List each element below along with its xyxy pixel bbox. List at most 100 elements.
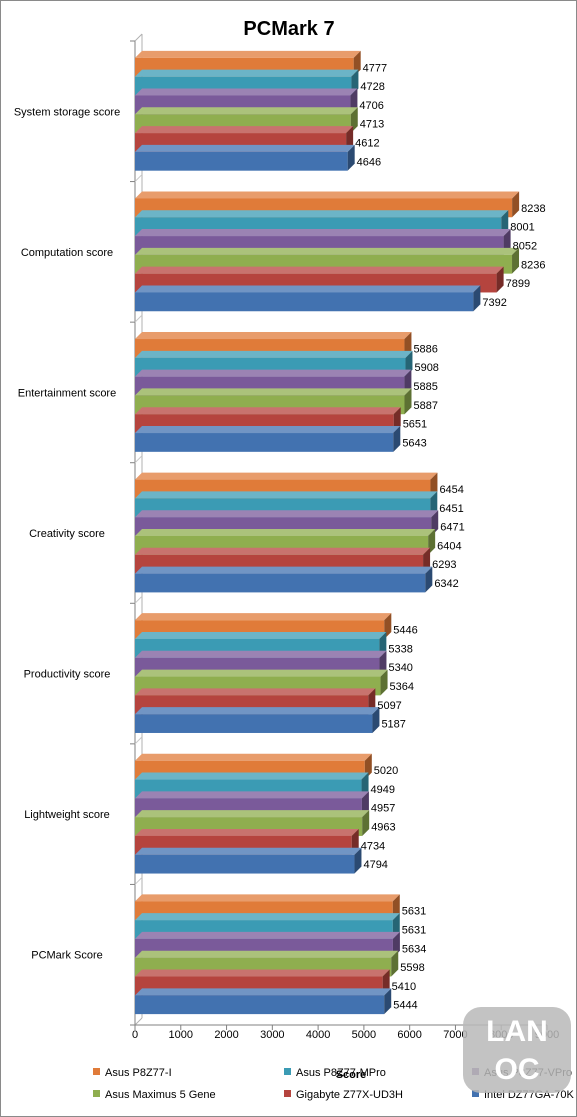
data-label: 4612 (355, 137, 379, 149)
bar-top-face (135, 913, 400, 921)
bar-top-face (135, 510, 439, 518)
data-label: 5444 (393, 1000, 417, 1012)
bar-top-face (135, 810, 370, 818)
floor-edge (134, 1017, 143, 1026)
data-label: 5340 (388, 662, 412, 674)
category-label: System storage score (14, 106, 120, 118)
data-label: 5643 (402, 437, 426, 449)
data-label: 6471 (440, 522, 464, 534)
bar-top-face (135, 791, 369, 799)
legend-label: Asus Maximus 5 Gene (105, 1089, 216, 1101)
bar-top-face (135, 426, 401, 434)
watermark-text-line-1: LAN (486, 1015, 548, 1048)
category-label: Computation score (21, 247, 113, 259)
bar-top-face (135, 969, 390, 977)
category-label: Lightweight score (24, 809, 110, 821)
data-label: 4949 (371, 784, 395, 796)
bar (135, 285, 481, 312)
category-divider (134, 455, 143, 464)
bar-top-face (135, 266, 504, 274)
legend-item: Asus P8Z77-MPro (284, 1067, 386, 1079)
data-label: 5651 (403, 419, 427, 431)
bar (135, 144, 355, 171)
data-label: 6293 (432, 559, 456, 571)
category-divider (134, 314, 143, 323)
bar (135, 988, 392, 1015)
x-tick-label: 1000 (169, 1029, 193, 1041)
data-label: 5631 (402, 925, 426, 937)
bar-top-face (135, 613, 392, 621)
bar-front-face (135, 573, 426, 593)
bar-front-face (135, 714, 373, 733)
bar-end-face (512, 247, 520, 274)
bar (135, 707, 380, 733)
data-label: 5097 (377, 700, 401, 712)
data-label: 5187 (381, 719, 405, 731)
data-label: 7392 (482, 297, 506, 309)
bar-top-face (135, 688, 376, 696)
bar-top-face (135, 126, 354, 134)
bar-top-face (135, 950, 399, 958)
data-label: 4777 (363, 62, 387, 74)
data-label: 5885 (413, 381, 437, 393)
bar-top-face (135, 707, 380, 715)
data-label: 5598 (400, 962, 424, 974)
legend-label: Asus P8Z77-I (105, 1067, 172, 1079)
category-label: PCMark Score (31, 950, 103, 962)
bar-top-face (135, 350, 413, 358)
data-label: 6342 (434, 578, 458, 590)
x-axis-title: Score (336, 1069, 367, 1081)
chart-title: PCMark 7 (243, 18, 334, 40)
data-label: 4713 (360, 119, 384, 131)
bar-top-face (135, 229, 511, 237)
data-label: 5886 (413, 343, 437, 355)
bar-top-face (135, 566, 433, 574)
legend-swatch (93, 1068, 100, 1075)
bar (135, 426, 401, 452)
bar-top-face (135, 847, 362, 855)
data-label: 5631 (402, 906, 426, 918)
legend-item: Gigabyte Z77X-UD3H (284, 1089, 403, 1101)
bar-end-face (404, 388, 412, 415)
data-label: 4794 (363, 859, 387, 871)
data-label: 5634 (402, 943, 426, 955)
x-tick-label: 4000 (306, 1029, 330, 1041)
data-label: 5446 (393, 625, 417, 637)
data-label: 5908 (414, 362, 438, 374)
bar-top-face (135, 285, 481, 293)
watermark-badge (463, 1007, 571, 1093)
legend-item: Asus Maximus 5 Gene (93, 1089, 216, 1101)
bar-end-face (380, 669, 388, 696)
bar-top-face (135, 988, 392, 996)
x-tick-label: 7000 (443, 1029, 467, 1041)
bar-top-face (135, 931, 400, 939)
bar-end-face (347, 144, 355, 171)
bar-top-face (135, 407, 401, 415)
bar (135, 566, 433, 593)
watermark-logo: LAN OC (463, 1007, 571, 1093)
category-divider (134, 174, 143, 182)
data-label: 6451 (439, 503, 463, 515)
bar-front-face (135, 292, 474, 312)
data-label: 4728 (360, 81, 384, 93)
category-divider (134, 736, 143, 745)
bar-top-face (135, 69, 359, 77)
bar-top-face (135, 828, 359, 836)
x-tick-label: 6000 (397, 1029, 421, 1041)
bar-end-face (354, 847, 362, 874)
bar (135, 847, 362, 874)
data-label: 4957 (371, 803, 395, 815)
data-label: 5410 (392, 981, 416, 993)
x-tick-label: 0 (132, 1029, 138, 1041)
data-label: 6404 (437, 540, 461, 552)
bar-top-face (135, 388, 412, 396)
legend-swatch (472, 1090, 479, 1097)
bar-top-face (135, 369, 412, 377)
bar-end-face (384, 988, 392, 1015)
data-label: 8238 (521, 203, 545, 215)
bar-top-face (135, 753, 372, 761)
bar-top-face (135, 191, 520, 199)
bar-end-face (372, 707, 380, 733)
